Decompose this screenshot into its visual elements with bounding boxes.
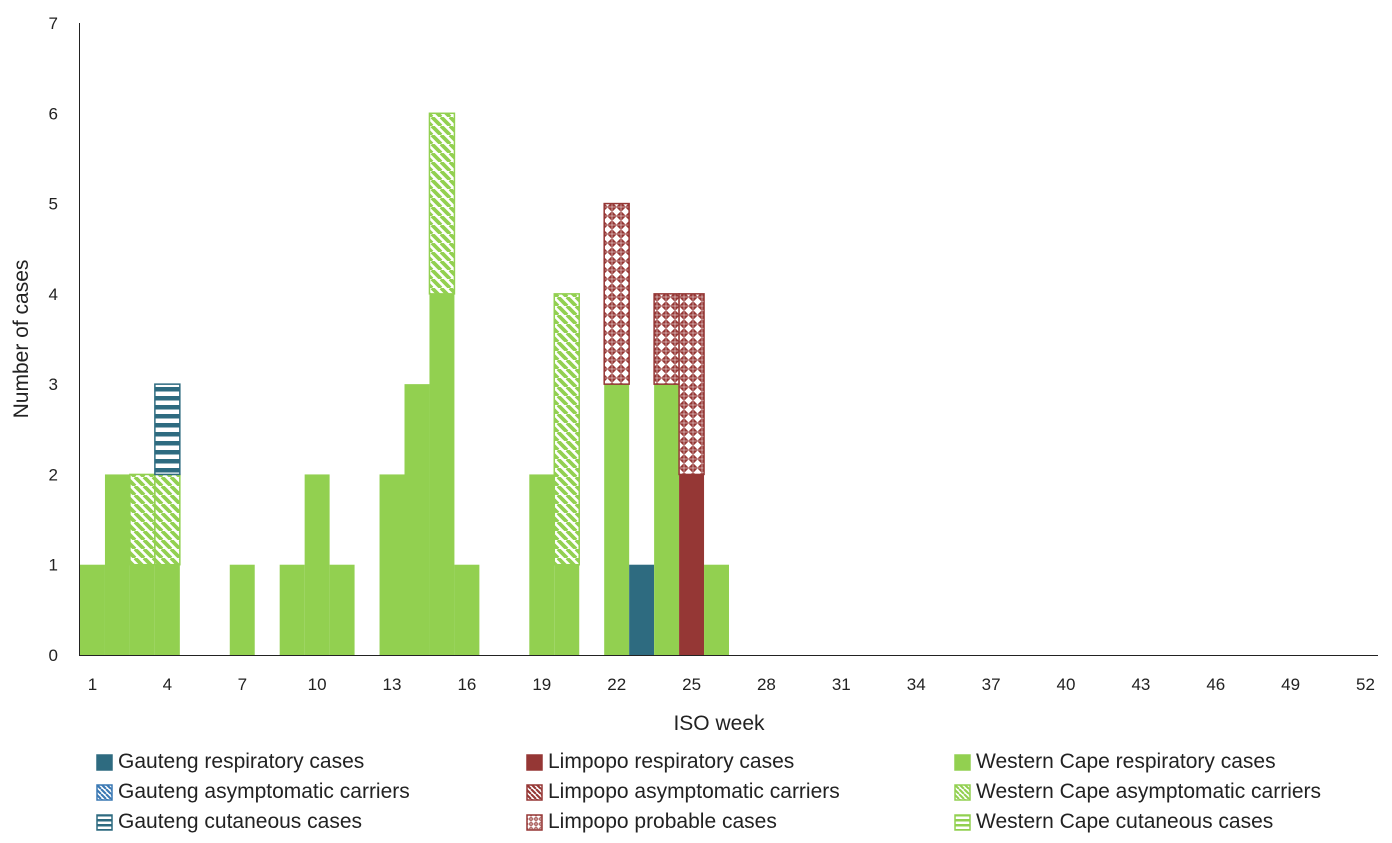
legend-swatch-icon [954,813,971,831]
x-tick-label: 49 [1281,675,1300,694]
bar-week-15-western-cape-asymptomatic-carriers [428,112,456,295]
bar-week-4-gauteng-cutaneous-cases [154,383,181,476]
legend-swatch-icon [96,783,113,801]
x-tick-label: 31 [832,675,851,694]
legend-label: Limpopo probable cases [548,810,777,833]
x-tick-label: 16 [457,675,476,694]
bar-week-26-western-cape-respiratory-cases [704,564,729,655]
legend-item: Gauteng respiratory cases [96,748,364,776]
y-tick-label: 5 [49,195,58,214]
x-tick-label: 22 [607,675,626,694]
legend-swatch-icon [526,783,543,801]
y-tick-label: 2 [49,465,58,484]
x-tick-label: 10 [308,675,327,694]
y-tick-label: 0 [49,646,58,665]
bar-week-16-western-cape-respiratory-cases [454,564,480,655]
bar-week-9-western-cape-respiratory-cases [279,564,305,655]
legend-swatch-icon [954,753,971,771]
x-tick-label: 28 [757,675,776,694]
bar-week-22-western-cape-respiratory-cases [604,384,630,655]
legend-swatch-icon [96,753,113,771]
y-axis-title: Number of cases [10,260,33,419]
x-tick-labels: 1 4 7 10 13 16 19 22 25 28 31 34 37 40 43 46 49 52 [88,675,1375,694]
x-tick-label: 7 [238,675,247,694]
x-tick-label: 25 [682,675,701,694]
bars-layer [80,112,729,655]
x-tick-label: 4 [163,675,172,694]
bar-week-7-western-cape-respiratory-cases [229,564,255,655]
bar-week-15-western-cape-respiratory-cases [429,293,455,655]
legend-label: Western Cape respiratory cases [976,750,1276,773]
legend-item: Western Cape cutaneous cases [954,808,1273,836]
legend-swatch-icon [96,813,113,831]
legend-item: Western Cape respiratory cases [954,748,1276,776]
bar-week-20-western-cape-respiratory-cases [554,564,580,655]
bar-week-4-western-cape-respiratory-cases [154,564,180,655]
legend-item: Limpopo respiratory cases [526,748,794,776]
legend-swatch-icon [954,783,971,801]
legend-item: Limpopo asymptomatic carriers [526,778,840,806]
y-tick-label: 4 [49,285,58,304]
legend-label: Western Cape asymptomatic carriers [976,780,1322,803]
x-tick-label: 46 [1206,675,1225,694]
y-tick-label: 7 [49,14,58,33]
bar-week-4-western-cape-asymptomatic-carriers [154,473,181,566]
legend-label: Limpopo respiratory cases [548,750,795,773]
x-tick-label: 34 [907,675,926,694]
x-tick-label: 52 [1356,675,1375,694]
axes-layer [79,23,1378,656]
bar-week-14-western-cape-respiratory-cases [404,384,430,655]
legend-label: Limpopo asymptomatic carriers [548,780,840,803]
x-tick-label: 1 [88,675,97,694]
y-tick-labels: 0 1 2 3 4 5 6 7 [49,14,58,665]
y-tick-label: 1 [49,556,58,575]
x-axis-title: ISO week [673,712,765,735]
legend-item: Gauteng cutaneous cases [96,808,362,836]
bar-week-24-limpopo-probable-cases [653,293,680,385]
bar-week-23-gauteng-respiratory-cases [629,564,655,655]
legend: Gauteng respiratory cases Gauteng asympto… [96,748,1392,843]
bar-week-2-western-cape-respiratory-cases [104,474,130,655]
x-tick-label: 37 [982,675,1001,694]
bar-week-11-western-cape-respiratory-cases [329,564,355,655]
x-tick-label: 13 [383,675,402,694]
legend-swatch-icon [526,813,543,831]
x-tick-label: 40 [1057,675,1076,694]
bar-week-25-limpopo-probable-cases [678,293,705,476]
bar-week-22-limpopo-probable-cases [603,202,630,385]
legend-swatch-icon [526,753,543,771]
bar-week-19-western-cape-respiratory-cases [529,474,555,655]
legend-label: Gauteng cutaneous cases [118,810,363,833]
bar-week-24-western-cape-respiratory-cases [654,384,680,655]
y-tick-label: 6 [49,104,58,123]
bar-week-20-western-cape-asymptomatic-carriers [553,293,580,566]
bar-week-3-western-cape-respiratory-cases [129,564,155,655]
legend-label: Gauteng asymptomatic carriers [118,780,410,803]
bar-week-3-western-cape-asymptomatic-carriers [129,473,156,566]
bar-week-25-limpopo-respiratory-cases [679,474,705,655]
legend-label: Western Cape cutaneous cases [976,810,1274,833]
y-tick-label: 3 [49,375,58,394]
x-tick-label: 19 [532,675,551,694]
legend-label: Gauteng respiratory cases [118,750,365,773]
x-tick-label: 43 [1131,675,1150,694]
bar-week-13-western-cape-respiratory-cases [379,474,405,655]
legend-item: Western Cape asymptomatic carriers [954,778,1321,806]
bar-week-10-western-cape-respiratory-cases [304,474,330,655]
legend-item: Gauteng asymptomatic carriers [96,778,410,806]
bar-week-1-western-cape-respiratory-cases [80,564,105,655]
legend-item: Limpopo probable cases [526,808,777,836]
